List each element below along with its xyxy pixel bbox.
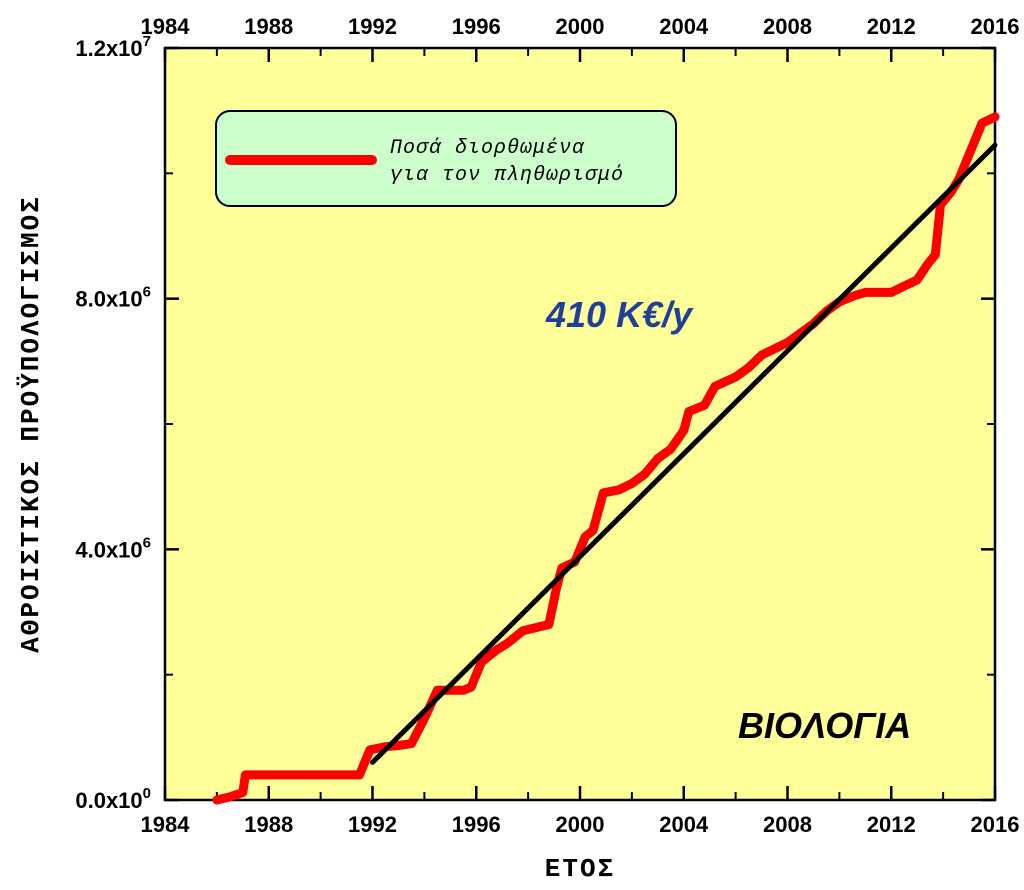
y-axis-title: ΑΘΡΟΙΣΤΙΚΟΣ ΠΡΟΫΠΟΛΟΓΙΣΜΟΣ [16,195,46,653]
x-tick-label-bottom: 2008 [763,812,812,837]
x-tick-label-top: 1992 [348,14,397,39]
x-tick-label-bottom: 1988 [244,812,293,837]
x-tick-label-bottom: 2016 [971,812,1020,837]
y-tick-label: 8.0x106 [75,284,151,312]
legend: Ποσά διορθωμένα για τον πληθωρισμό [215,110,677,207]
x-tick-label-bottom: 2004 [659,812,709,837]
x-tick-label-bottom: 1996 [452,812,501,837]
x-tick-label-bottom: 1984 [141,812,191,837]
axis-ticks [163,46,997,802]
x-tick-label-top: 1988 [244,14,293,39]
fit-line [370,142,998,765]
legend-box [215,110,677,207]
y-tick-label: 4.0x106 [75,534,151,562]
rate-annotation: 410 K€/y [545,294,694,335]
legend-line-1: Ποσά διορθωμένα [390,137,585,160]
y-tick-label: 0.0x100 [75,785,151,813]
x-axis-title: ΕΤΟΣ [545,854,615,884]
x-tick-label-top: 2012 [867,14,916,39]
x-tick-label-bottom: 2012 [867,812,916,837]
x-tick-label-top: 2000 [556,14,605,39]
x-tick-label-top: 1996 [452,14,501,39]
y-tick-label: 1.2x107 [75,33,151,61]
x-tick-label-bottom: 1992 [348,812,397,837]
series-line [212,112,1000,805]
field-annotation: ΒΙΟΛΟΓΙΑ [738,705,911,746]
legend-line-2: για τον πληθωρισμό [390,164,624,187]
x-tick-label-top: 2016 [971,14,1020,39]
x-tick-label-top: 2008 [763,14,812,39]
x-tick-labels: 1984 1984 1988 1988 1992 1992 1996 1996 2000 2000… [141,14,1020,837]
x-tick-label-top: 2004 [659,14,709,39]
x-tick-label-bottom: 2000 [556,812,605,837]
series-layer [212,112,1000,805]
x-tick-label-top: 1984 [141,14,191,39]
y-tick-labels: 0.0x100 4.0x106 8.0x106 1.2x107 [75,33,151,813]
